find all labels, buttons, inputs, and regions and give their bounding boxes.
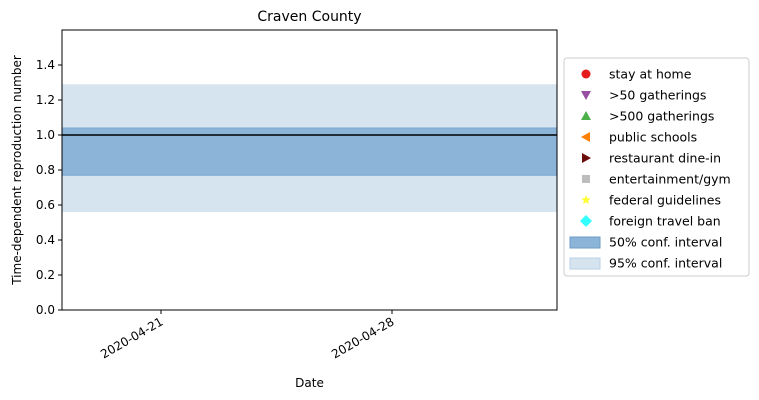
y-tick-label: 0.6 [36,198,55,212]
legend-marker [582,175,590,183]
legend-item: federal guidelines [581,193,721,208]
legend-marker [569,257,601,270]
legend-marker [581,111,591,120]
legend-label: >500 gatherings [609,109,714,124]
y-tick-label: 1.0 [36,128,55,142]
legend-marker [581,91,591,100]
legend-label: federal guidelines [609,193,721,208]
legend-label: foreign travel ban [609,214,721,229]
x-axis-ticks: 2020-04-21 2020-04-28 [98,310,397,361]
y-tick-label: 0.2 [36,268,55,282]
y-tick-label: 1.2 [36,93,55,107]
chart-title: Craven County [257,9,361,25]
legend-marker [582,153,591,163]
legend-marker [569,236,601,249]
legend-marker [581,195,591,205]
y-tick-label: 1.4 [36,58,55,72]
x-tick-label: 2020-04-28 [329,314,396,361]
legend-label: stay at home [609,67,692,82]
legend-item: public schools [581,130,697,145]
legend-item: 50% conf. interval [569,235,722,250]
legend-item: >50 gatherings [581,88,706,103]
y-tick-label: 0.4 [36,233,55,247]
legend-item: >500 gatherings [581,109,714,124]
legend: stay at home >50 gatherings >500 gathering… [563,57,750,277]
legend-marker [580,215,592,227]
y-axis-label: Time-dependent reproduction number [10,55,24,286]
legend-frame [563,57,750,277]
legend-item: restaurant dine-in [582,151,721,166]
legend-item: stay at home [581,67,692,82]
legend-item: foreign travel ban [580,214,721,229]
legend-label: public schools [609,130,697,145]
legend-marker [581,69,591,79]
y-axis-ticks: 0.0 0.2 0.4 0.6 0.8 1.0 1.2 1.4 [36,58,62,317]
x-axis-label: Date [295,376,324,390]
legend-marker [581,132,590,142]
y-tick-label: 0.0 [36,303,55,317]
legend-item: 95% conf. interval [569,256,722,271]
legend-label: >50 gatherings [609,88,706,103]
legend-label: 95% conf. interval [609,256,722,271]
y-tick-label: 0.8 [36,163,55,177]
confidence-band-50 [61,127,558,176]
x-tick-label: 2020-04-21 [98,314,165,361]
legend-label: restaurant dine-in [609,151,721,166]
legend-item: entertainment/gym [582,172,731,187]
legend-label: entertainment/gym [609,172,731,187]
legend-label: 50% conf. interval [609,235,722,250]
